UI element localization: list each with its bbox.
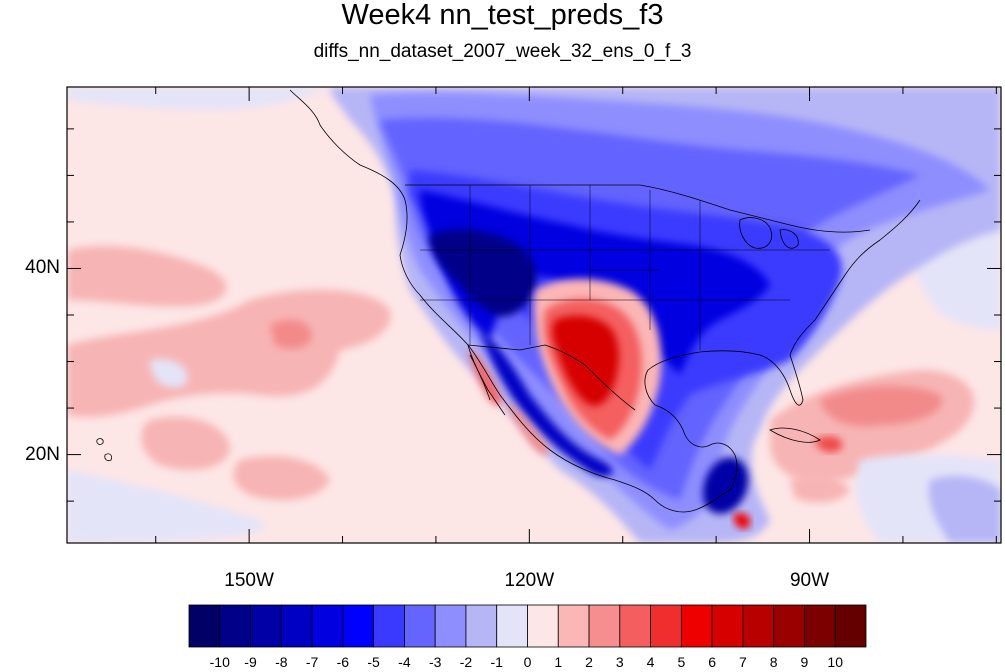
pacific-negative-patch xyxy=(150,359,188,388)
colorbar-label: -1 xyxy=(490,654,503,670)
atlantic-negative-patch xyxy=(928,475,1001,543)
colorbar-label: 5 xyxy=(677,654,686,670)
colorbar-label: 9 xyxy=(800,654,809,670)
pacific-positive-patch xyxy=(67,245,227,307)
us-mexico-border xyxy=(467,344,636,411)
colorbar-swatch xyxy=(680,604,713,648)
colorbar-swatch xyxy=(496,604,528,648)
colorbar-label: -4 xyxy=(398,654,411,670)
colorbar-swatch xyxy=(527,604,559,648)
colorbar-swatch xyxy=(619,604,651,648)
field-layer xyxy=(67,87,1001,543)
lon-tick-label: 120W xyxy=(504,570,555,591)
coastlines xyxy=(96,89,921,513)
colorbar-swatch xyxy=(588,604,621,648)
colorbar-swatch xyxy=(219,604,251,648)
land-negative-core xyxy=(429,229,537,317)
colorbar-label: -2 xyxy=(459,654,473,670)
colorbar-swatch xyxy=(188,604,221,648)
pacific-positive-patch xyxy=(233,456,330,500)
pacific-negative-patch xyxy=(67,87,330,110)
baja-coastline xyxy=(467,344,506,416)
caribbean-positive xyxy=(790,474,850,503)
colorbar-label: -6 xyxy=(336,654,350,670)
great-lakes-outline xyxy=(739,217,799,249)
colorbar-label: 6 xyxy=(708,654,717,670)
texas-positive-core xyxy=(552,315,619,406)
colorbar-swatch xyxy=(465,604,498,648)
chart-subtitle: diffs_nn_dataset_2007_week_32_ens_0_f_3 xyxy=(313,41,692,62)
colorbar-label: 10 xyxy=(827,654,843,670)
colorbar-label: -3 xyxy=(428,654,442,670)
colorbar-label: 3 xyxy=(615,654,624,670)
colorbar-swatch xyxy=(557,604,590,648)
colorbar-swatch xyxy=(311,604,344,648)
colorbar-swatch xyxy=(650,604,682,648)
colorbar-label: -8 xyxy=(275,654,288,670)
colorbar-swatch xyxy=(250,604,282,648)
pacific-negative-patch xyxy=(67,470,266,543)
lon-tick-label: 150W xyxy=(224,570,274,591)
colorbar-label: 1 xyxy=(554,654,563,670)
atlantic-stronger-patch xyxy=(815,436,843,453)
state-borders xyxy=(420,185,830,350)
colorbar-label: 4 xyxy=(646,654,655,670)
lat-tick-label: 20N xyxy=(25,443,60,465)
pacific-positive-patch xyxy=(141,416,230,470)
chart-title: Week4 nn_test_preds_f3 xyxy=(341,0,664,31)
colorbar-label: -10 xyxy=(209,654,230,670)
colorbar-swatch xyxy=(773,604,805,648)
mexico-coast-positive xyxy=(468,348,502,406)
colorbar-label: 7 xyxy=(739,654,747,670)
colorbar-label: 2 xyxy=(585,654,593,670)
pacific-stronger-patch xyxy=(270,319,312,349)
colorbar-swatch xyxy=(280,604,313,648)
cuba-outline xyxy=(769,427,821,443)
lon-tick-label: 90W xyxy=(789,570,830,591)
colorbar-label: 8 xyxy=(769,654,778,670)
colorbar xyxy=(188,604,867,648)
central-america-positive xyxy=(733,513,751,529)
colorbar-swatch xyxy=(834,604,867,648)
atlantic-stronger-patch xyxy=(820,385,942,427)
colorbar-swatch xyxy=(404,604,436,648)
lat-tick-label: 40N xyxy=(25,257,60,279)
pacific-positive-patch xyxy=(67,289,391,417)
colorbar-swatch xyxy=(742,604,775,648)
axis-ticks xyxy=(67,87,1001,543)
colorbar-swatch xyxy=(434,604,467,648)
colorbar-swatch xyxy=(373,604,405,648)
colorbar-swatch xyxy=(342,604,375,648)
colorbar-label: -7 xyxy=(305,654,319,670)
us-canada-border xyxy=(405,184,871,233)
mexico-negative-region xyxy=(480,330,613,477)
colorbar-swatch xyxy=(711,604,744,648)
north-america-coastline xyxy=(289,89,921,513)
colorbar-label: -5 xyxy=(367,654,380,670)
colorbar-swatch xyxy=(804,604,836,648)
island-outline xyxy=(96,438,112,462)
colorbar-label: 0 xyxy=(523,654,532,670)
colorbar-label: -9 xyxy=(244,654,257,670)
